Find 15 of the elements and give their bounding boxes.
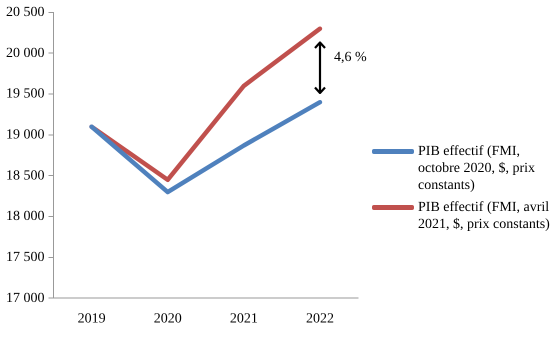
y-tick-label: 19 500 — [6, 86, 44, 102]
x-tick-label: 2021 — [230, 311, 258, 326]
y-tick-label: 20 000 — [6, 46, 44, 61]
x-tick-label: 2019 — [78, 311, 106, 326]
y-tick-label: 19 000 — [6, 128, 44, 143]
annotation: 4,6 % — [334, 50, 367, 66]
y-tick-label: 17 000 — [6, 290, 44, 306]
y-tick-label: 18 000 — [6, 209, 44, 224]
x-tick-label: 2022 — [306, 311, 334, 326]
y-tick-label: 20 500 — [6, 5, 44, 20]
legend-label: PIB effectif (FMI, octobre 2020, $, prix constants) — [418, 143, 536, 194]
y-tick-label: 18 500 — [6, 168, 44, 184]
x-tick-label: 2020 — [154, 311, 182, 326]
y-tick-label: 17 500 — [6, 250, 44, 266]
legend-label: PIB effectif (FMI, avril 2021, $, prix constants) — [418, 199, 550, 233]
